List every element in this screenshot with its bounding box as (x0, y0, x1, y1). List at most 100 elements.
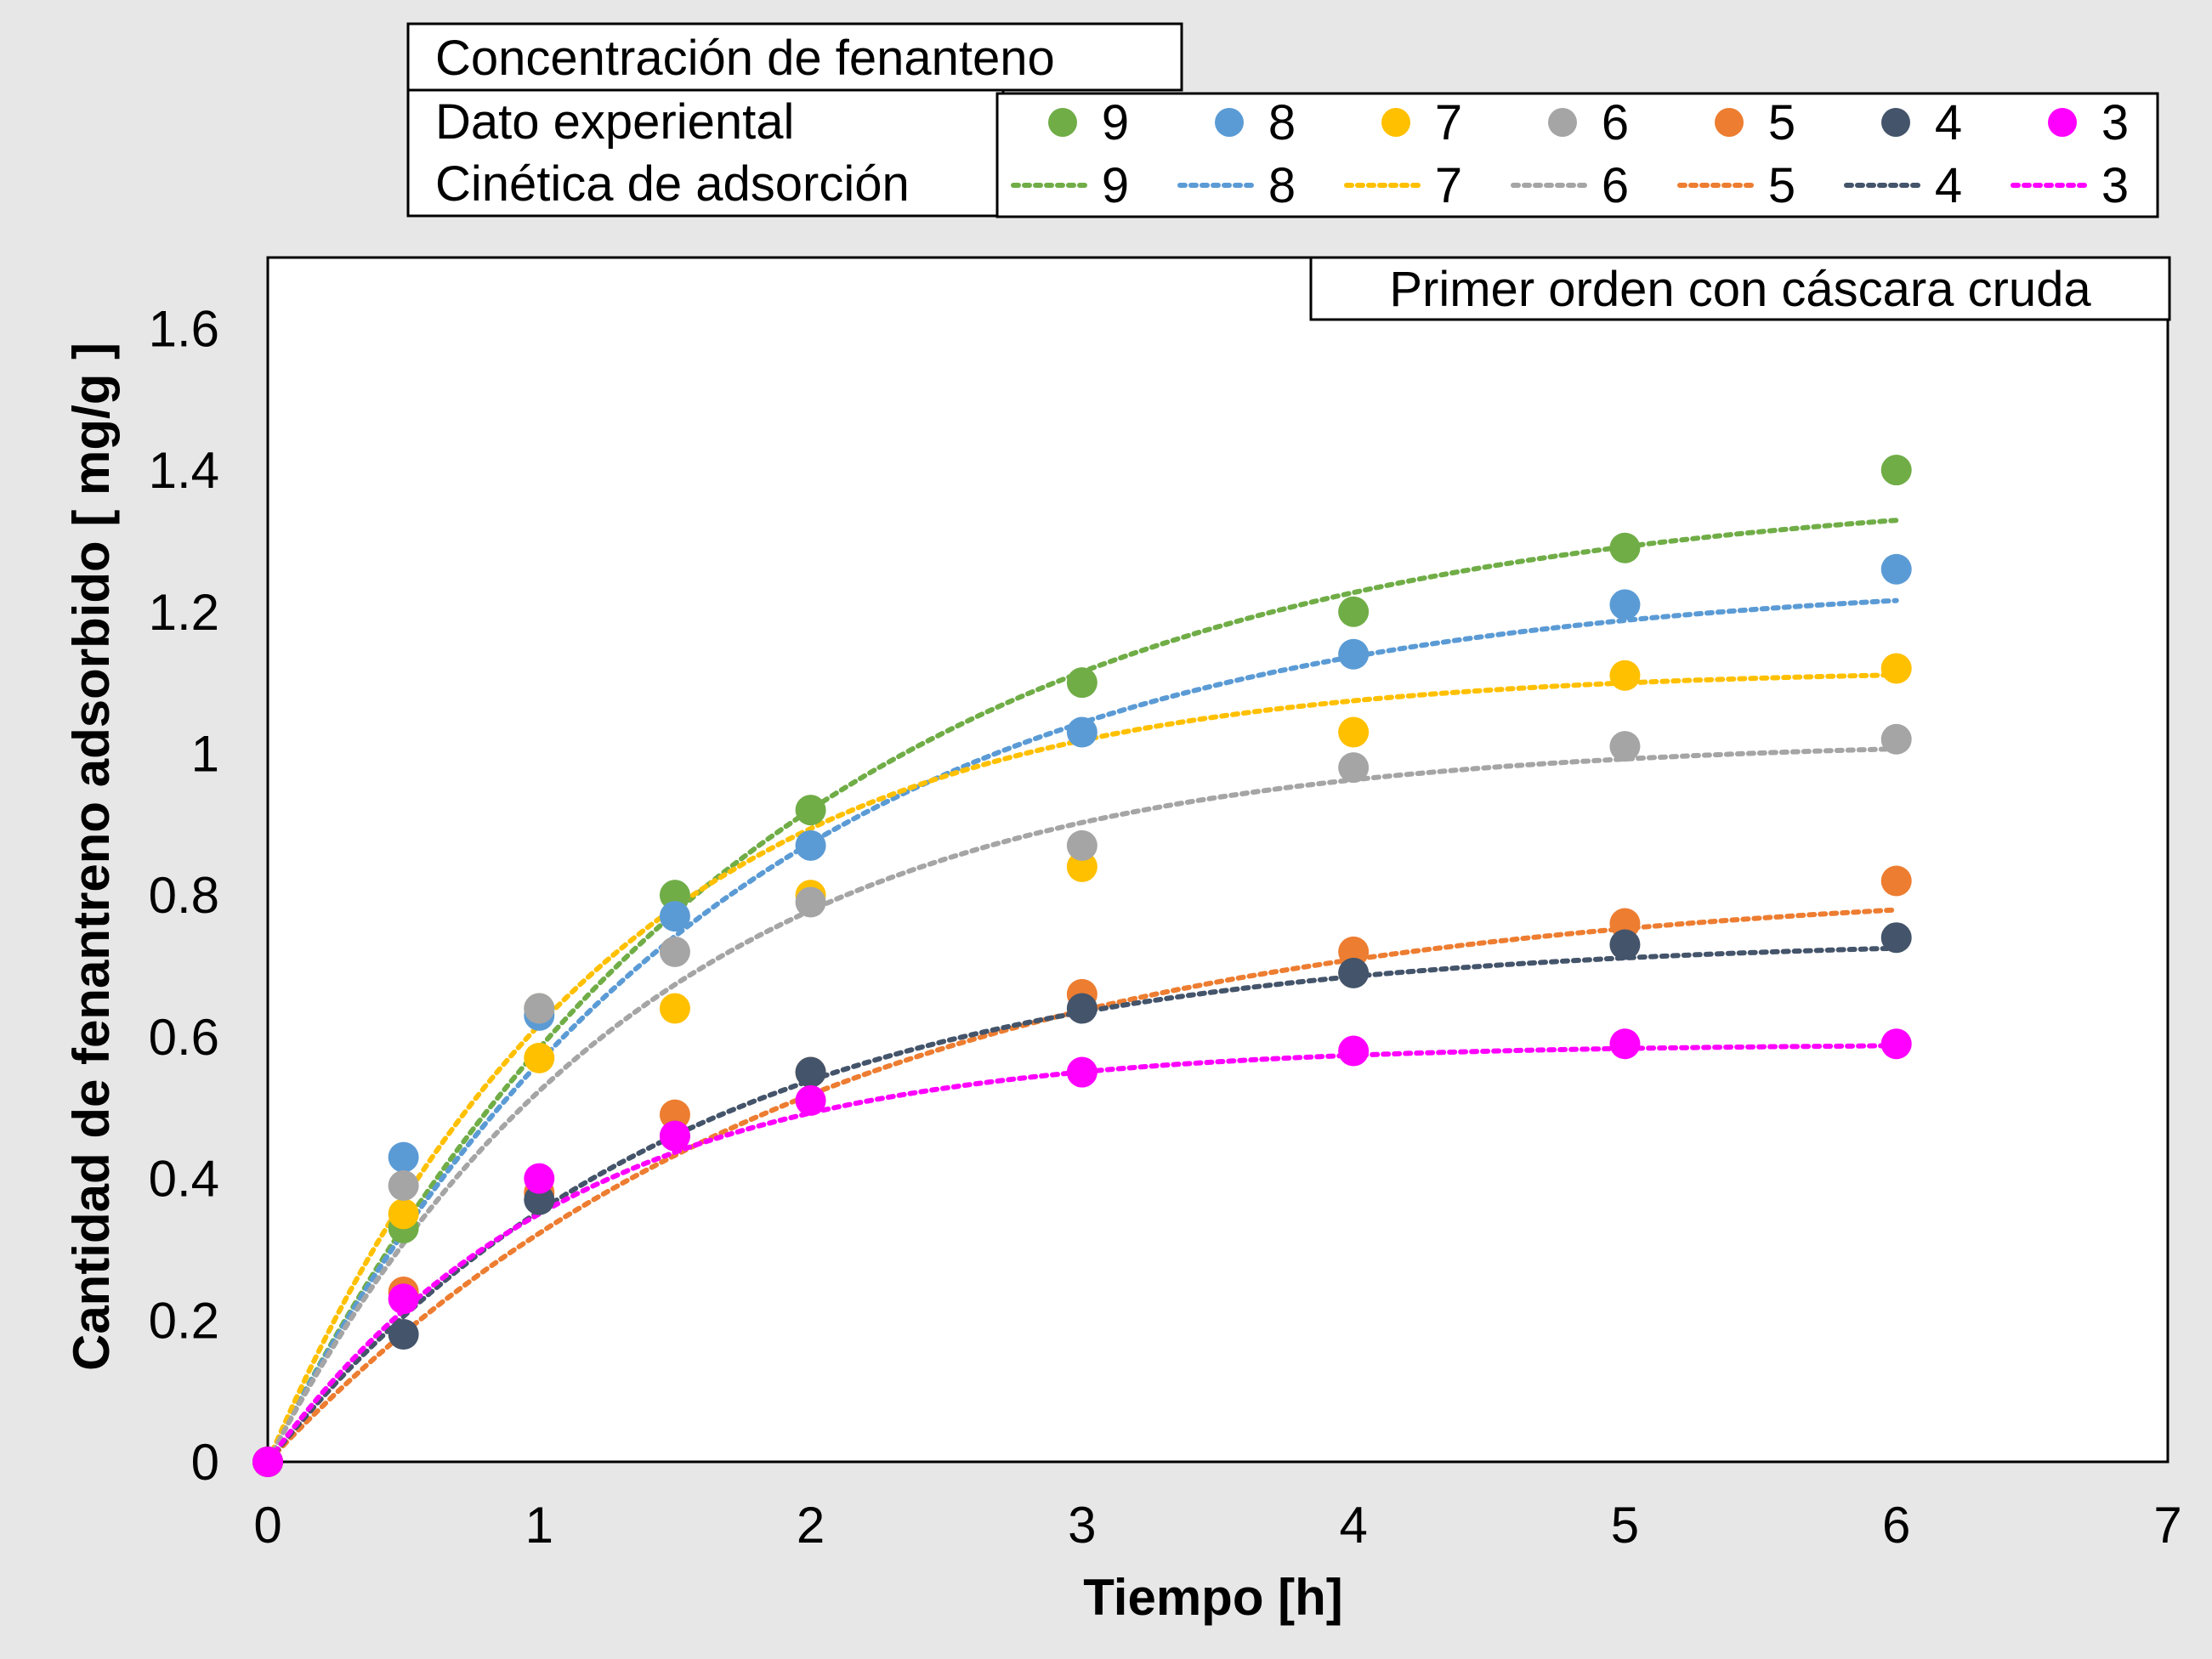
legend-row-lines-label: Cinética de adsorción (435, 156, 910, 212)
legend-label-line: 9 (1102, 158, 1129, 213)
data-point-4 (1066, 993, 1097, 1024)
data-point-7 (1338, 716, 1370, 748)
data-point-7 (1066, 851, 1097, 882)
data-point-6 (659, 936, 690, 967)
data-point-4 (795, 1056, 826, 1088)
data-point-3 (795, 1084, 826, 1116)
data-point-5 (1338, 936, 1370, 967)
data-point-6 (524, 993, 555, 1024)
x-tick-label: 4 (1339, 1497, 1367, 1554)
data-point-7 (388, 1198, 419, 1230)
data-point-4 (388, 1318, 419, 1350)
y-tick-label: 1.4 (149, 442, 219, 499)
y-axis-title: Cantidad de fenantreno adsorbido [ mg/g … (63, 343, 120, 1371)
data-point-6 (1338, 752, 1370, 784)
data-point-6 (1880, 723, 1912, 755)
data-points (252, 455, 1912, 1477)
legend-marker-9 (1048, 108, 1077, 137)
data-point-8 (1338, 638, 1370, 670)
y-tick-label: 1.2 (149, 584, 219, 641)
data-point-8 (795, 830, 826, 861)
data-point-8 (659, 901, 690, 932)
data-point-5 (1609, 908, 1641, 939)
x-tick-label: 2 (797, 1497, 825, 1554)
legend-label-line: 5 (1768, 158, 1795, 213)
data-point-4 (1609, 929, 1641, 960)
data-point-9 (795, 795, 826, 826)
data-point-6 (388, 1169, 419, 1201)
legend-label-line: 8 (1268, 158, 1296, 213)
legend-marker-8 (1215, 108, 1244, 137)
legend-entries-box (995, 92, 2159, 218)
data-point-6 (1609, 731, 1641, 762)
data-point-3 (1066, 1056, 1097, 1088)
y-tick-label: 1 (191, 725, 219, 782)
x-axis-ticks: 0 1 2 3 4 5 6 7 (253, 1497, 2181, 1554)
y-tick-label: 0.4 (149, 1151, 219, 1208)
legend-marker-4 (1881, 108, 1910, 137)
legend-label-marker: 5 (1768, 95, 1795, 150)
legend-label-marker: 7 (1435, 95, 1462, 150)
legend-label-line: 4 (1935, 158, 1962, 213)
legend-label-line: 3 (2101, 158, 2129, 213)
data-point-3 (1609, 1028, 1641, 1060)
legend-label-line: 6 (1602, 158, 1629, 213)
plot-area (266, 256, 2169, 1464)
data-point-3 (1338, 1035, 1370, 1067)
data-point-7 (659, 993, 690, 1024)
data-point-8 (1880, 553, 1912, 585)
data-point-7 (1609, 660, 1641, 691)
legend-title: Concentración de fenanteno (435, 31, 1055, 86)
legend-marker-7 (1381, 108, 1410, 137)
y-tick-label: 0.6 (149, 1009, 219, 1066)
data-point-4 (524, 1184, 555, 1215)
legend-title-box (406, 22, 1183, 92)
data-point-9 (1066, 667, 1097, 699)
y-tick-label: 0.2 (149, 1292, 219, 1349)
data-point-9 (1338, 596, 1370, 627)
data-point-5 (1880, 865, 1912, 897)
legend-label-marker: 4 (1935, 95, 1962, 150)
x-tick-label: 1 (525, 1497, 553, 1554)
y-axis-ticks: 0 0.2 0.4 0.6 0.8 1 1.2 1.4 1.6 (149, 300, 219, 1491)
data-point-9 (1609, 532, 1641, 563)
legend-marker-3 (2048, 108, 2077, 137)
legend-label-line: 7 (1435, 158, 1462, 213)
data-point-3 (388, 1283, 419, 1315)
data-point-3 (524, 1163, 555, 1194)
legend-marker-6 (1548, 108, 1577, 137)
legend-row-markers-label: Dato experiental (435, 94, 794, 150)
data-point-7 (524, 1042, 555, 1073)
legend-label-marker: 6 (1602, 95, 1629, 150)
legend-label-marker: 3 (2101, 95, 2129, 150)
data-point-6 (1066, 830, 1097, 861)
annotation-box (1309, 256, 2171, 321)
x-tick-label: 6 (1882, 1497, 1910, 1554)
data-point-6 (795, 886, 826, 918)
data-point-9 (659, 880, 690, 911)
legend-labels-box (406, 88, 1005, 218)
data-point-7 (1880, 653, 1912, 684)
legend-label-marker: 9 (1102, 95, 1129, 150)
legend-label-marker: 8 (1268, 95, 1296, 150)
data-point-3 (659, 1120, 690, 1152)
data-point-4 (1880, 922, 1912, 954)
data-point-9 (1880, 455, 1912, 486)
legend-marker-5 (1715, 108, 1744, 137)
y-tick-label: 0.8 (149, 867, 219, 924)
data-point-8 (388, 1141, 419, 1173)
x-tick-label: 3 (1068, 1497, 1096, 1554)
x-tick-label: 5 (1611, 1497, 1639, 1554)
legend-entries: 9 9 8 8 7 7 6 6 5 5 4 4 3 3 (1011, 95, 2129, 213)
data-point-8 (1609, 589, 1641, 620)
data-point-3 (252, 1447, 283, 1477)
data-point-4 (1338, 957, 1370, 988)
data-point-5 (659, 1099, 690, 1130)
data-point-3 (1880, 1028, 1912, 1060)
y-tick-label: 1.6 (149, 300, 219, 357)
data-point-8 (1066, 716, 1097, 748)
x-axis-title: Tiempo [h] (1083, 1569, 1343, 1626)
legend: Concentración de fenanteno Dato experien… (406, 22, 2159, 218)
x-tick-label: 7 (2153, 1497, 2181, 1554)
